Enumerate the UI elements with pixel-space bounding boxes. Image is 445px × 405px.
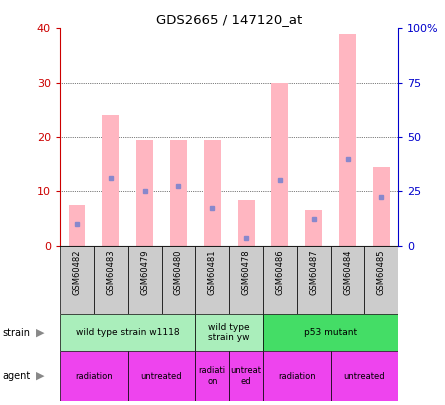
Text: ▶: ▶ [36, 371, 44, 381]
Bar [102, 115, 119, 246]
Bar [238, 200, 255, 246]
Text: wild type
strain yw: wild type strain yw [208, 323, 250, 342]
Text: GSM60487: GSM60487 [309, 249, 318, 295]
Bar [195, 314, 263, 351]
Text: GSM60481: GSM60481 [208, 249, 217, 294]
Text: ▶: ▶ [36, 328, 44, 338]
Bar [162, 246, 195, 314]
Bar [364, 246, 398, 314]
Title: GDS2665 / 147120_at: GDS2665 / 147120_at [156, 13, 302, 26]
Bar [263, 246, 297, 314]
Bar [229, 351, 263, 401]
Bar [297, 246, 331, 314]
Bar [60, 246, 94, 314]
Bar [195, 351, 229, 401]
Bar [94, 246, 128, 314]
Bar [271, 83, 288, 246]
Bar [331, 246, 364, 314]
Bar [204, 140, 221, 246]
Text: GSM60478: GSM60478 [242, 249, 251, 295]
Bar [263, 314, 398, 351]
Text: GSM60484: GSM60484 [343, 249, 352, 294]
Bar [305, 210, 322, 246]
Text: GSM60480: GSM60480 [174, 249, 183, 294]
Bar [339, 34, 356, 246]
Text: p53 mutant: p53 mutant [304, 328, 357, 337]
Text: GSM60479: GSM60479 [140, 249, 149, 294]
Text: radiati
on: radiati on [199, 367, 226, 386]
Bar [128, 246, 162, 314]
Text: untreated: untreated [141, 372, 182, 381]
Bar [60, 351, 128, 401]
Text: GSM60485: GSM60485 [377, 249, 386, 294]
Bar [128, 351, 195, 401]
Bar [60, 314, 195, 351]
Bar [373, 167, 390, 246]
Bar [136, 140, 153, 246]
Bar [331, 351, 398, 401]
Text: GSM60483: GSM60483 [106, 249, 115, 295]
Text: untreat
ed: untreat ed [231, 367, 262, 386]
Bar [263, 351, 331, 401]
Text: strain: strain [2, 328, 30, 338]
Bar [229, 246, 263, 314]
Bar [195, 246, 229, 314]
Text: GSM60482: GSM60482 [73, 249, 81, 294]
Text: GSM60486: GSM60486 [275, 249, 284, 295]
Bar [170, 140, 187, 246]
Bar [69, 205, 85, 246]
Text: radiation: radiation [75, 372, 113, 381]
Text: radiation: radiation [278, 372, 316, 381]
Text: untreated: untreated [344, 372, 385, 381]
Text: wild type strain w1118: wild type strain w1118 [76, 328, 179, 337]
Text: agent: agent [2, 371, 30, 381]
